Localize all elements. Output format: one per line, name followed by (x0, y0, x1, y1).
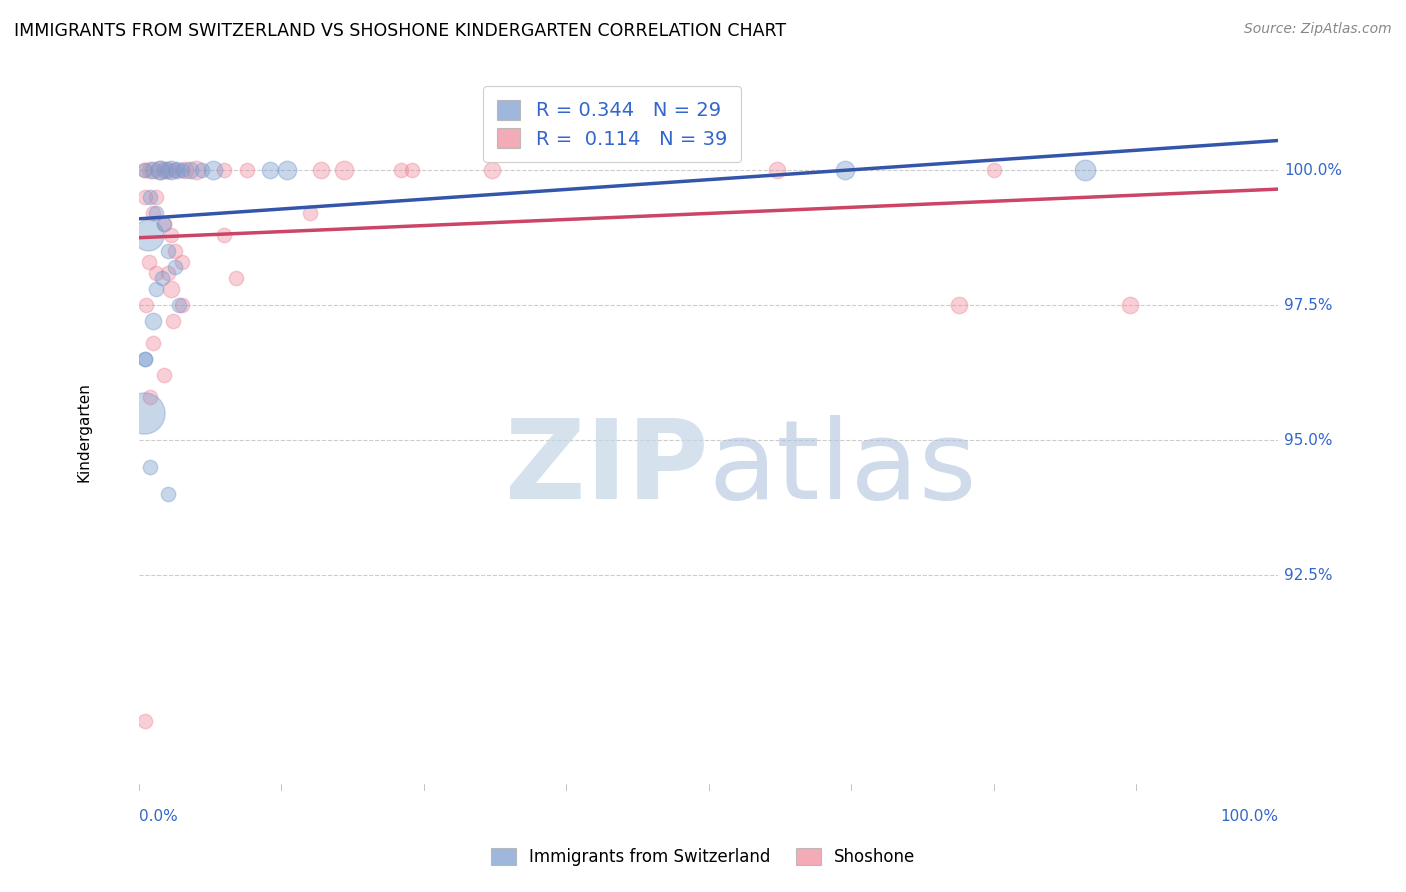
Point (153, 368, 176, 383)
Point (145, 206, 167, 220)
Point (156, 163, 179, 178)
Point (160, 163, 183, 178)
Point (150, 271, 173, 285)
Text: 100.0%: 100.0% (1284, 162, 1343, 178)
Point (160, 282, 183, 296)
Point (333, 163, 356, 178)
Point (134, 352, 156, 367)
Point (948, 298, 970, 312)
Point (167, 298, 190, 312)
Point (134, 163, 156, 178)
Text: 95.0%: 95.0% (1284, 433, 1333, 448)
Point (145, 190, 167, 204)
Point (148, 163, 170, 178)
Point (156, 266, 179, 280)
Point (165, 163, 187, 178)
Point (142, 336, 165, 351)
Text: IMMIGRANTS FROM SWITZERLAND VS SHOSHONE KINDERGARTEN CORRELATION CHART: IMMIGRANTS FROM SWITZERLAND VS SHOSHONE … (14, 22, 786, 40)
Point (145, 266, 167, 280)
Point (166, 163, 188, 178)
Point (156, 244, 179, 259)
Point (156, 487, 179, 501)
Point (172, 163, 194, 178)
Point (1073, 163, 1095, 178)
Point (132, 163, 155, 178)
Point (134, 190, 156, 204)
Point (202, 163, 225, 178)
Point (142, 206, 165, 220)
Point (389, 163, 412, 178)
Point (834, 163, 856, 178)
Point (259, 163, 281, 178)
Point (142, 163, 165, 178)
Point (766, 163, 789, 178)
Point (148, 163, 170, 178)
Legend: R = 0.344   N = 29, R =  0.114   N = 39: R = 0.344 N = 29, R = 0.114 N = 39 (484, 87, 741, 162)
Point (153, 217, 176, 231)
Point (190, 163, 212, 178)
Legend: Immigrants from Switzerland, Shoshone: Immigrants from Switzerland, Shoshone (482, 840, 924, 875)
Point (481, 163, 503, 178)
Point (155, 163, 177, 178)
Point (172, 255, 194, 269)
Point (145, 282, 167, 296)
Point (214, 227, 236, 242)
Point (236, 163, 259, 178)
Point (983, 163, 1005, 178)
Point (134, 352, 156, 367)
Point (135, 298, 157, 312)
Point (162, 314, 184, 328)
Point (173, 163, 195, 178)
Point (276, 163, 298, 178)
Point (225, 271, 247, 285)
Text: 0.0%: 0.0% (139, 809, 177, 824)
Point (153, 217, 176, 231)
Text: atlas: atlas (709, 415, 977, 522)
Point (184, 163, 207, 178)
Point (139, 460, 162, 475)
Point (134, 714, 156, 728)
Point (139, 163, 162, 178)
Text: Source: ZipAtlas.com: Source: ZipAtlas.com (1244, 22, 1392, 37)
Point (179, 163, 201, 178)
Point (311, 163, 333, 178)
Point (214, 163, 236, 178)
Point (132, 406, 155, 420)
Text: 97.5%: 97.5% (1284, 298, 1333, 313)
Text: 100.0%: 100.0% (1220, 809, 1278, 824)
Text: 92.5%: 92.5% (1284, 568, 1333, 582)
Point (165, 260, 187, 275)
Point (139, 190, 162, 204)
Point (136, 227, 159, 242)
Point (1119, 298, 1142, 312)
Text: Kindergarten: Kindergarten (76, 382, 91, 482)
Point (139, 390, 162, 404)
Point (165, 244, 187, 259)
Text: ZIP: ZIP (505, 415, 709, 522)
Point (142, 314, 165, 328)
Point (172, 298, 194, 312)
Point (401, 163, 423, 178)
Point (160, 227, 183, 242)
Point (298, 206, 321, 220)
Point (138, 255, 160, 269)
